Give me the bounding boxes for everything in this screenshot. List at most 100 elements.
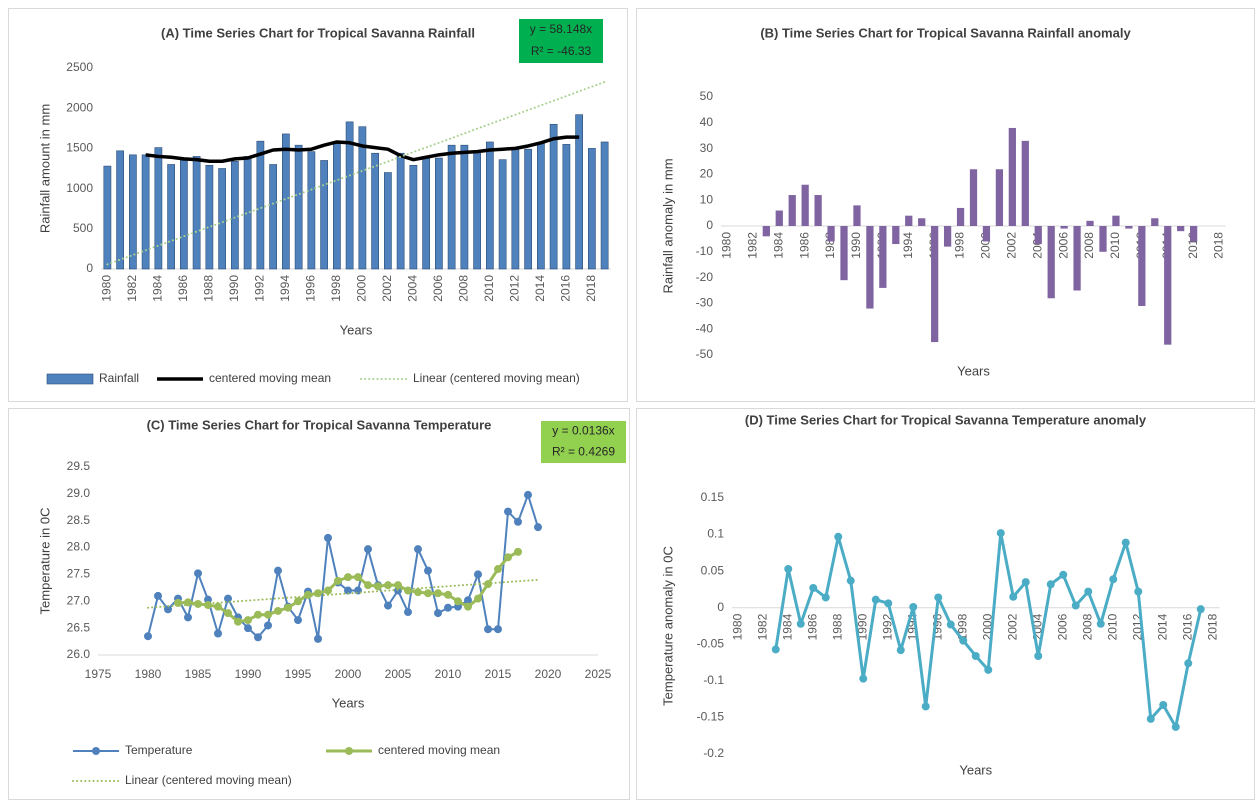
bar xyxy=(995,169,1004,226)
point xyxy=(504,507,512,516)
point xyxy=(454,597,462,606)
annotation-text: R² = 0.4269 xyxy=(552,445,615,459)
bar xyxy=(1138,226,1146,306)
bar xyxy=(969,169,978,226)
point xyxy=(846,576,855,585)
point xyxy=(304,590,312,599)
bar xyxy=(422,156,430,270)
y-tick-label: -50 xyxy=(696,347,714,361)
point xyxy=(934,593,943,602)
point xyxy=(474,594,482,603)
x-tick-label: 1984 xyxy=(771,232,785,259)
x-tick-label: 1994 xyxy=(901,232,915,259)
point xyxy=(1171,722,1180,731)
point xyxy=(1096,619,1105,628)
x-tick-label: 1988 xyxy=(830,613,844,640)
bar xyxy=(918,218,926,226)
point xyxy=(1021,578,1030,587)
x-tick-label: 2005 xyxy=(385,667,412,681)
legend-marker xyxy=(345,747,353,755)
y-tick-label: -0.1 xyxy=(703,673,724,687)
point xyxy=(1184,659,1193,668)
bar xyxy=(775,210,783,226)
x-tick-label: 2014 xyxy=(1155,613,1169,640)
point xyxy=(946,620,955,629)
x-axis-title: Years xyxy=(340,322,373,337)
bar xyxy=(129,154,137,270)
bar xyxy=(205,164,214,270)
point xyxy=(1084,587,1093,596)
y-tick-label: 2500 xyxy=(66,60,93,74)
point xyxy=(404,608,412,617)
legend-label: Linear (centered moving mean) xyxy=(125,773,292,787)
y-tick-label: 40 xyxy=(700,115,714,129)
y-tick-label: 28.0 xyxy=(67,540,91,554)
point xyxy=(434,589,442,598)
bar xyxy=(396,152,405,270)
bar xyxy=(141,154,150,270)
x-tick-label: 2004 xyxy=(406,275,420,302)
x-tick-label: 1994 xyxy=(278,275,292,302)
point xyxy=(494,625,502,634)
y-tick-label: 27.5 xyxy=(67,567,91,581)
point xyxy=(444,590,452,599)
point xyxy=(834,532,843,541)
bar xyxy=(1125,226,1133,229)
bar xyxy=(103,165,112,270)
point xyxy=(224,594,232,603)
chart-title: (A) Time Series Chart for Tropical Savan… xyxy=(161,25,475,40)
bar xyxy=(384,172,392,270)
point xyxy=(194,569,202,578)
chart-title: (C) Time Series Chart for Tropical Savan… xyxy=(147,417,492,432)
x-tick-label: 1984 xyxy=(151,275,165,302)
x-tick-label: 1990 xyxy=(849,232,863,259)
point xyxy=(821,593,830,602)
point xyxy=(284,603,292,612)
point xyxy=(464,596,472,605)
point xyxy=(1059,570,1068,579)
x-tick-label: 2002 xyxy=(1005,613,1019,640)
bar xyxy=(460,144,469,270)
x-tick-label: 2000 xyxy=(355,275,369,302)
bar xyxy=(575,114,583,270)
chart-title: (B) Time Series Chart for Tropical Savan… xyxy=(760,25,1131,40)
x-tick-label: 2008 xyxy=(1080,613,1094,640)
bar xyxy=(943,226,952,247)
x-tick-label: 1995 xyxy=(285,667,312,681)
point xyxy=(809,583,818,592)
point xyxy=(984,665,993,674)
panel-a: (A) Time Series Chart for Tropical Savan… xyxy=(8,8,628,402)
x-tick-label: 2012 xyxy=(508,275,522,302)
bar xyxy=(562,144,571,270)
line xyxy=(147,493,539,640)
bar xyxy=(409,164,418,270)
y-tick-label: 10 xyxy=(700,192,714,206)
legend-label: centered moving mean xyxy=(209,371,331,385)
annotation-text: R² = -46.33 xyxy=(531,44,592,58)
x-tick-label: 2002 xyxy=(1005,232,1019,259)
y-tick-label: -0.15 xyxy=(697,710,725,724)
x-tick-label: 1986 xyxy=(176,275,190,302)
bar xyxy=(892,226,900,245)
point xyxy=(294,597,302,606)
point xyxy=(204,601,212,610)
y-tick-label: 2000 xyxy=(66,100,93,114)
point xyxy=(244,616,252,625)
point xyxy=(1121,538,1130,547)
x-tick-label: 1980 xyxy=(730,613,744,640)
y-tick-label: -20 xyxy=(696,270,714,284)
point xyxy=(254,633,262,642)
x-tick-label: 1982 xyxy=(125,275,139,302)
bar xyxy=(537,143,545,270)
point xyxy=(859,674,868,683)
bar xyxy=(167,164,175,270)
y-tick-label: 0.15 xyxy=(701,490,725,504)
bar xyxy=(866,226,874,309)
x-tick-label: 1996 xyxy=(304,275,318,302)
x-tick-label: 1984 xyxy=(780,613,794,640)
x-tick-label: 1982 xyxy=(746,232,760,259)
y-tick-label: 29.5 xyxy=(67,459,91,473)
bar xyxy=(1008,127,1016,226)
point xyxy=(264,610,272,619)
